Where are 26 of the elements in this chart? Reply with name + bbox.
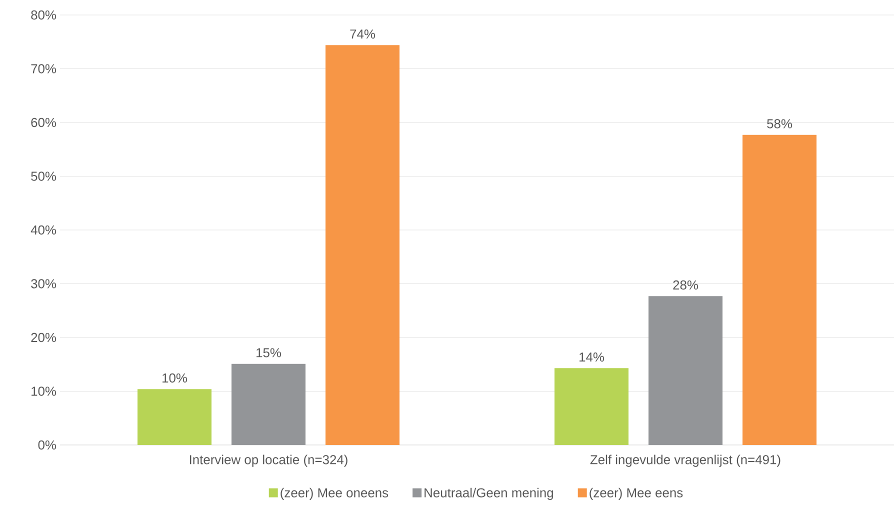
y-tick-label: 70% [31,64,56,74]
legend-label: (zeer) Mee eens [590,488,683,500]
bar [648,296,723,445]
y-tick-label: 50% [31,172,56,181]
data-label: 74% [350,30,376,39]
data-label: 28% [673,280,698,290]
y-tick-label: 20% [31,332,56,342]
bar [742,134,817,445]
x-tick-label: Zelf ingevulde vragenlijst (n=491) [590,454,780,467]
y-tick-label: 60% [31,118,56,128]
x-tick-label: Interview op locatie (n=324) [190,454,348,467]
bar [232,364,306,445]
y-tick-label: 40% [30,225,56,235]
y-tick-label: 0% [38,440,56,450]
bar [326,45,400,445]
y-tick-label: 10% [32,386,56,396]
y-tick-label: 80% [31,10,56,20]
bar [138,389,212,445]
legend-label: (zeer) Mee oneens [280,488,388,500]
data-label: 15% [256,348,282,358]
bar [554,368,629,445]
data-label: 58% [767,119,792,128]
y-tick-label: 30% [31,279,56,288]
legend-label: Neutraal/Geen mening [424,488,554,500]
data-label: 10% [162,373,188,383]
data-label: 14% [580,352,604,362]
